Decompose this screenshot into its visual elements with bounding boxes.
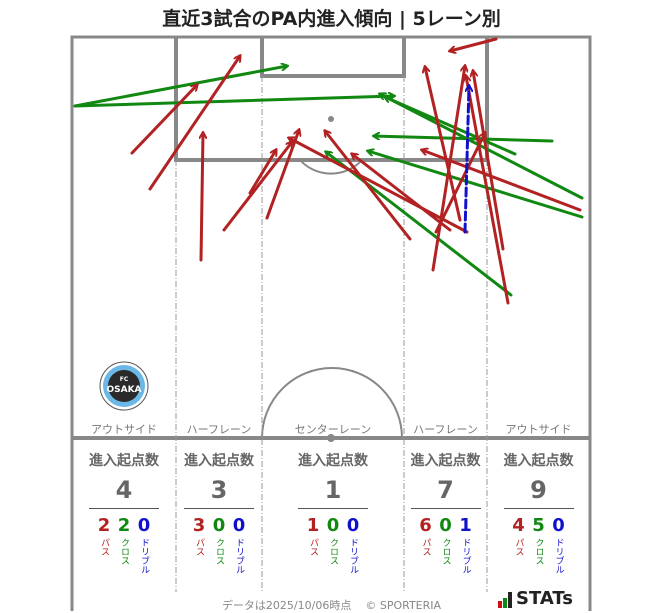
stats-header: 進入起点数: [503, 453, 574, 469]
cross-label: クロス: [119, 538, 129, 565]
entry-arrows: [73, 37, 584, 305]
stats-header: 進入起点数: [184, 453, 254, 469]
cross-count: 2: [117, 515, 131, 536]
pass-label: パス: [513, 538, 524, 556]
cross-label: クロス: [440, 538, 451, 565]
cross-count: 0: [439, 515, 452, 536]
divider: [184, 508, 254, 509]
copyright: © SPORTERIA: [365, 599, 442, 612]
divider: [410, 508, 481, 509]
lane-label-outside-right: アウトサイド: [505, 423, 572, 436]
bar-chart-icon: [498, 592, 512, 608]
cross-count: 0: [212, 515, 226, 536]
dribble-count: 0: [346, 515, 360, 536]
dribble-label: ドリブル: [460, 538, 471, 574]
divider: [298, 508, 368, 509]
pass-count: 4: [512, 515, 525, 536]
entry-total: 1: [324, 476, 342, 504]
dribble-label: ドリブル: [139, 538, 149, 574]
lane-stats-halfspace-right: 進入起点数 7 6 パス 0 クロス 1 ドリブル: [406, 450, 485, 574]
data-date: データは2025/10/06時点: [221, 599, 352, 612]
svg-text:OSAKA: OSAKA: [106, 385, 141, 395]
team-logo: FC OSAKA: [99, 361, 149, 411]
cross-label: クロス: [328, 538, 338, 565]
dribble-count: 1: [459, 515, 472, 536]
lane-stats-outside-left: 進入起点数 4 2 パス 2 クロス 0 ドリブル: [76, 450, 172, 574]
dribble-label: ドリブル: [234, 538, 244, 574]
footer: データは2025/10/06時点 © SPORTERIA: [0, 597, 663, 613]
pass-label: パス: [308, 538, 318, 556]
chart-title: 直近3試合のPA内進入傾向 | 5レーン別: [162, 8, 501, 30]
lane-label-outside-left: アウトサイド: [91, 423, 157, 436]
divider: [503, 508, 574, 509]
dribble-count: 0: [552, 515, 565, 536]
dribble-label: ドリブル: [348, 538, 358, 574]
lane-label-center: センターレーン: [294, 423, 372, 436]
entry-total: 4: [115, 476, 133, 504]
divider: [89, 508, 159, 509]
cross-label: クロス: [214, 538, 224, 565]
cross-count: 5: [532, 515, 545, 536]
pass-count: 2: [97, 515, 111, 536]
dribble-count: 0: [137, 515, 151, 536]
stats-header: 進入起点数: [410, 453, 481, 469]
cross-count: 0: [326, 515, 340, 536]
stats-header: 進入起点数: [298, 453, 368, 469]
lane-stats-center: 進入起点数 1 1 パス 0 クロス 0 ドリブル: [264, 450, 402, 574]
cross-label: クロス: [533, 538, 544, 565]
dribble-count: 0: [232, 515, 246, 536]
stats-header: 進入起点数: [89, 453, 159, 469]
pass-label: パス: [194, 538, 204, 556]
entry-total: 3: [210, 476, 228, 504]
svg-text:FC: FC: [120, 376, 129, 383]
pass-count: 1: [306, 515, 320, 536]
pass-count: 3: [192, 515, 206, 536]
brand-name: STATs: [516, 588, 573, 609]
pass-label: パス: [99, 538, 109, 556]
lane-label-halfspace-left: ハーフレーン: [186, 423, 252, 436]
entry-total: 7: [437, 476, 454, 504]
lane-stats-outside-right: 進入起点数 9 4 パス 5 クロス 0 ドリブル: [489, 450, 588, 574]
dribble-label: ドリブル: [553, 538, 564, 574]
stats-brand-logo: STATs: [498, 590, 573, 608]
entry-total: 9: [530, 476, 547, 504]
pass-count: 6: [419, 515, 432, 536]
lane-label-halfspace-right: ハーフレーン: [413, 423, 478, 436]
pass-label: パス: [420, 538, 431, 556]
lane-stats-halfspace-left: 進入起点数 3 3 パス 0 クロス 0 ドリブル: [178, 450, 260, 574]
